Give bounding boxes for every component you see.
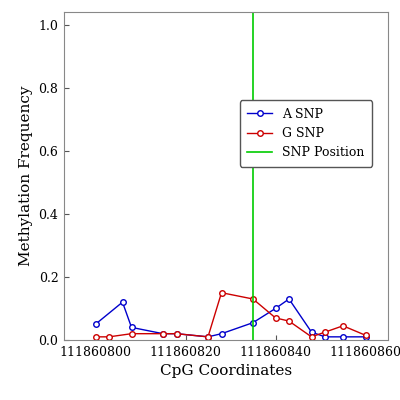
A SNP bbox=[161, 331, 166, 336]
G SNP bbox=[93, 334, 98, 339]
A SNP bbox=[93, 322, 98, 327]
X-axis label: CpG Coordinates: CpG Coordinates bbox=[160, 364, 292, 378]
A SNP bbox=[273, 306, 278, 311]
G SNP bbox=[250, 297, 256, 302]
G SNP bbox=[341, 324, 346, 328]
A SNP bbox=[120, 300, 125, 304]
Y-axis label: Methylation Frequency: Methylation Frequency bbox=[19, 86, 33, 266]
A SNP bbox=[286, 297, 291, 302]
G SNP bbox=[322, 330, 327, 334]
G SNP bbox=[206, 334, 210, 339]
A SNP bbox=[363, 334, 368, 339]
A SNP bbox=[219, 331, 224, 336]
G SNP bbox=[129, 331, 134, 336]
G SNP bbox=[286, 319, 291, 324]
A SNP bbox=[206, 334, 210, 339]
G SNP bbox=[273, 316, 278, 320]
A SNP bbox=[341, 334, 346, 339]
A SNP bbox=[322, 334, 327, 339]
G SNP bbox=[219, 290, 224, 295]
A SNP bbox=[309, 330, 314, 334]
G SNP bbox=[106, 334, 111, 339]
A SNP bbox=[250, 320, 256, 325]
G SNP bbox=[174, 331, 179, 336]
Line: A SNP: A SNP bbox=[93, 296, 368, 340]
G SNP bbox=[309, 334, 314, 339]
A SNP bbox=[174, 331, 179, 336]
A SNP bbox=[129, 325, 134, 330]
Line: G SNP: G SNP bbox=[93, 290, 368, 340]
G SNP bbox=[161, 331, 166, 336]
Legend: A SNP, G SNP, SNP Position: A SNP, G SNP, SNP Position bbox=[240, 100, 372, 167]
G SNP bbox=[363, 333, 368, 338]
